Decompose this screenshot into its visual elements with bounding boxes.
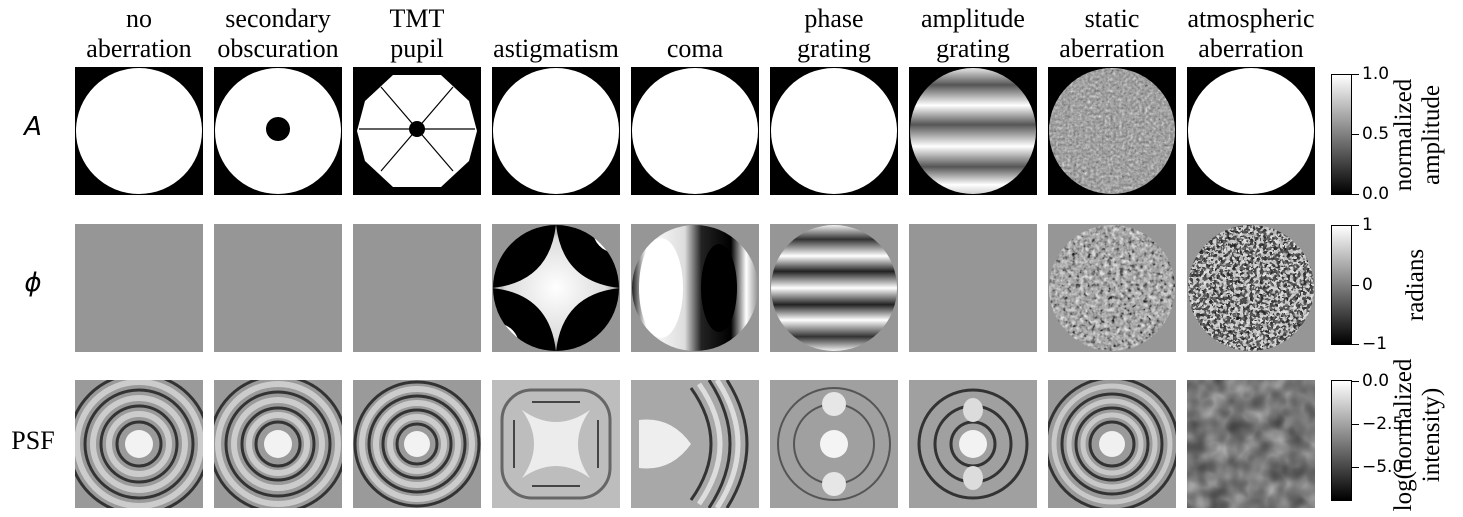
phase-coma [631,224,759,352]
colorbar-psf-tick-label: −5.0 [1362,457,1404,477]
column-title-astigmatism: astigmatism [493,34,619,63]
colorbar-amplitude-tick-label: 0.5 [1362,124,1390,144]
colorbar-phase-label: radians [1402,248,1429,322]
amplitude-atmospheric-aberration [1187,67,1315,195]
colorbar-amplitude-label: normalized amplitude [1390,78,1445,192]
colorbar-phase-tick-mid [1352,285,1359,286]
phase-secondary-obscuration [214,224,342,352]
amplitude-astigmatism [492,67,620,195]
amplitude-static-aberration [1048,67,1176,195]
colorbar-psf-tick-label: 0.0 [1362,371,1390,391]
colorbar-psf [1331,380,1352,501]
amplitude-coma [631,67,759,195]
colorbar-psf-label: log(normalized intensity) [1390,358,1445,512]
column-title-secondary-obscuration: secondary obscuration [217,4,339,63]
colorbar-psf-tick-label: −2.5 [1362,414,1404,434]
psf-tmt-pupil [353,380,481,508]
psf-coma [631,380,759,508]
column-title-static-aberration: static aberration [1059,4,1165,63]
phase-phase-grating [770,224,898,352]
colorbar-amplitude-tick-top [1352,74,1359,75]
phase-amplitude-grating [909,224,1037,352]
colorbar-psf-tick-bottom [1352,467,1359,468]
colorbar-phase-tick-label: 0 [1362,275,1373,295]
amplitude-tmt-pupil [353,67,481,195]
psf-astigmatism [492,380,620,508]
colorbar-phase-tick-bottom [1352,344,1359,345]
amplitude-phase-grating [770,67,898,195]
colorbar-phase [1331,225,1352,345]
column-title-atmospheric-aberration: atmospheric aberration [1187,4,1315,63]
colorbar-phase-tick-label: 1 [1362,215,1373,235]
phase-astigmatism [492,224,620,352]
psf-secondary-obscuration [214,380,342,508]
psf-amplitude-grating [909,380,1037,508]
column-title-phase-grating: phase grating [797,4,871,63]
colorbar-amplitude-tick-mid [1352,134,1359,135]
column-title-no-aberration: no aberration [86,4,192,63]
column-title-tmt-pupil: TMT pupil [389,4,445,63]
colorbar-phase-tick-top [1352,225,1359,226]
phase-tmt-pupil [353,224,481,352]
psf-no-aberration [75,380,203,508]
colorbar-psf-tick-mid [1352,424,1359,425]
amplitude-amplitude-grating [909,67,1037,195]
column-title-amplitude-grating: amplitude grating [921,4,1025,63]
psf-phase-grating [770,380,898,508]
colorbar-amplitude-tick-label: 1.0 [1362,64,1390,84]
column-title-coma: coma [666,34,724,63]
colorbar-amplitude-tick-bottom [1352,194,1359,195]
amplitude-no-aberration [75,67,203,195]
row-label-amplitude: A [24,112,42,142]
phase-static-aberration [1048,224,1176,352]
row-label-phase: ϕ [24,268,42,298]
amplitude-secondary-obscuration [214,67,342,195]
row-label-psf: PSF [11,426,55,455]
colorbar-phase-tick-label: −1 [1362,334,1388,354]
phase-no-aberration [75,224,203,352]
psf-atmospheric-aberration [1187,380,1315,508]
phase-atmospheric-aberration [1187,224,1315,352]
colorbar-psf-tick-top [1352,381,1359,382]
colorbar-amplitude-tick-label: 0.0 [1362,184,1390,204]
colorbar-amplitude [1331,74,1352,195]
psf-static-aberration [1048,380,1176,508]
